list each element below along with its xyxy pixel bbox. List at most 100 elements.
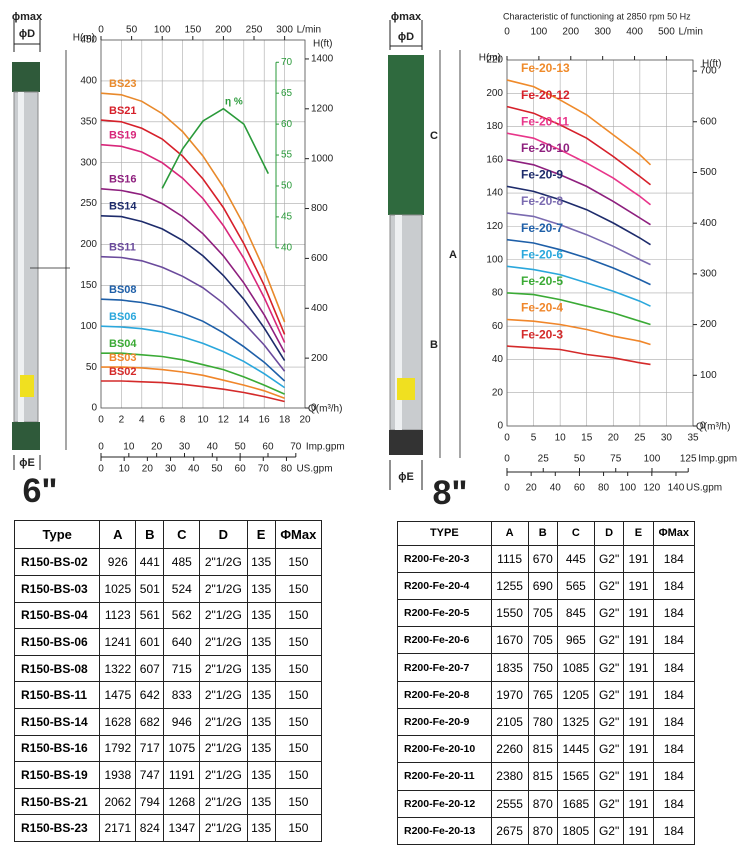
pump-shine [18,92,24,422]
cell: 682 [135,707,165,736]
cell: 1970 [490,680,529,709]
cell: G2" [593,762,625,791]
x-axis-label: Q(m³/h) [308,404,342,415]
curve-label: BS06 [109,311,137,323]
dim-a: A [449,249,457,261]
cell: 926 [99,548,137,576]
cell: 2"1/2G [199,761,248,789]
curve-label: Fe-20-5 [521,274,563,288]
cell: 150 [274,654,323,683]
cell: 150 [274,601,323,630]
cell: 441 [135,548,165,576]
bottom-tick-label: 60 [574,483,586,494]
bottom-tick-label: 140 [668,483,685,494]
cell: 565 [556,571,595,601]
pump-body [13,91,39,423]
type-cell: R200-Fe-20-8 [397,680,492,709]
top-tick-label: 0 [504,27,510,38]
curve-label: Fe-20-12 [521,88,570,102]
type-cell: R200-Fe-20-4 [397,571,492,601]
curve-label: Fe-20-6 [521,247,563,261]
bottom-tick-label: 80 [598,483,610,494]
cell: 191 [623,544,654,573]
type-cell: R200-Fe-20-6 [397,626,492,655]
cell: 794 [135,787,165,816]
x-tick-label: 14 [238,415,250,426]
right-tick-label: 600 [700,116,717,127]
curve-label: Fe-20-7 [521,221,563,235]
type-cell: R200-Fe-20-7 [397,653,492,682]
cell: 670 [527,544,558,573]
cell: 1268 [163,787,201,816]
cell: 1255 [490,571,529,601]
y-tick-label: 40 [492,354,504,365]
cell: G2" [593,707,625,737]
cell: 642 [135,681,165,709]
cell: 135 [246,707,276,736]
y-tick-label: 200 [486,88,503,99]
right-tick-label: 1000 [311,153,334,164]
cell: 765 [527,680,558,709]
curve [100,298,286,382]
curve [506,79,652,166]
cell: 191 [623,680,654,709]
cell: 191 [623,735,654,764]
right-axis-label: H(ft) [702,59,721,70]
right-tick-label: 300 [700,269,717,280]
bottom-tick-label: 120 [643,483,660,494]
y-tick-label: 400 [80,76,97,87]
curve-label: Fe-20-3 [521,327,563,341]
chart: 0 2 4 6 8 10 12 14 16 18 2005010015020025030035040… [73,25,345,475]
curve [101,352,285,395]
header-cell: Type [13,519,101,550]
x-tick-label: 10 [197,415,209,426]
type-cell: R150-BS-03 [13,574,101,603]
y-tick-label: 80 [492,288,504,299]
cell: 780 [527,707,558,737]
cell: 705 [527,599,558,628]
cell: 2380 [490,762,529,791]
cell: 1347 [163,814,201,842]
x-tick-label: 4 [139,415,145,426]
cell: 2"1/2G [199,734,248,763]
curve [100,188,286,353]
cell: 150 [274,814,323,842]
cell: 135 [246,601,276,630]
chart-title: Characteristic of functioning at 2850 rp… [503,11,691,21]
header-cell: B [135,519,165,550]
bottom-tick-label: 50 [211,464,223,475]
y-tick-label: 100 [80,321,97,332]
cell: 2"1/2G [199,601,248,630]
pump-size: 8" [432,474,467,510]
curve-label: Fe-20-11 [521,114,569,128]
cell: 2"1/2G [199,548,248,576]
cell: 1685 [556,789,595,818]
cell: 1938 [99,761,137,789]
cell: 1325 [556,707,595,737]
cell: 1085 [556,653,595,682]
cell: 150 [274,761,323,789]
cell: 1322 [99,654,137,683]
cell: 2"1/2G [199,787,248,816]
curve [506,292,651,326]
eta-label: η % [225,97,243,108]
top-tick-label: 150 [184,25,201,36]
bottom-tick-label: 70 [290,442,302,453]
cell: G2" [593,735,625,764]
cell: 135 [246,787,276,816]
cell: 1792 [99,734,137,763]
cell: 191 [623,762,654,791]
x-tick-label: 10 [555,433,567,444]
cell: G2" [593,626,625,655]
bottom-tick-label: 50 [574,454,586,465]
cell: 184 [652,789,696,818]
x-axis-label: Q(m³/h) [696,422,730,433]
cell: 135 [246,734,276,763]
pump-label [397,378,415,400]
y-tick-label: 200 [80,239,97,250]
spec-table: TYPE A B C D E ΦMax R200-Fe-20-3 1115 670 445 G2" 19… [397,521,696,846]
cell: 184 [652,571,696,601]
x-tick-label: 25 [634,433,646,444]
y-tick-label: 180 [486,121,503,132]
